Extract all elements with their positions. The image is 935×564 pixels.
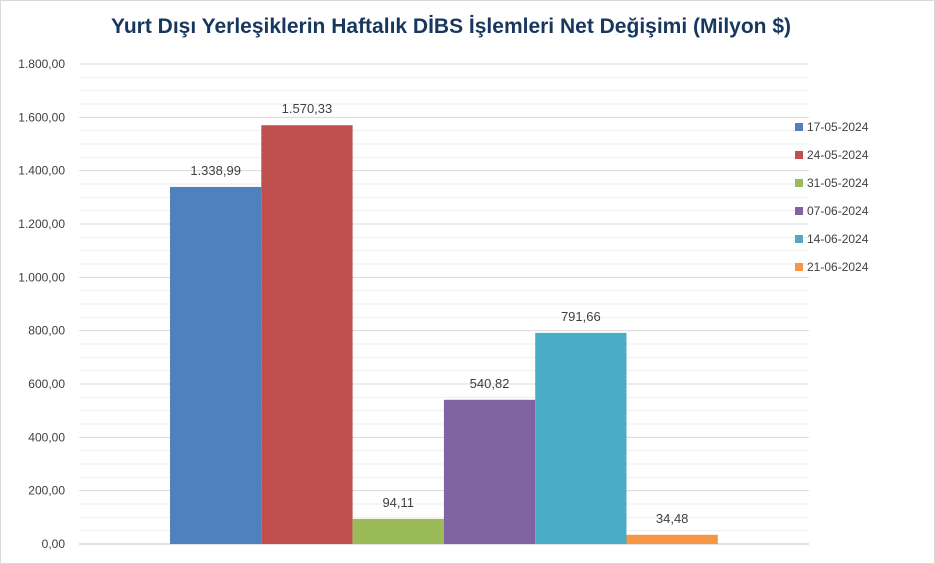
chart-title: Yurt Dışı Yerleşiklerin Haftalık DİBS İş…: [110, 15, 792, 38]
legend: 17-05-2024 24-05-2024 31-05-2024 07-06-2024…: [795, 120, 869, 274]
data-labels: 1.338,99 1.570,33 94,11 540,82 791,66 34,48: [190, 101, 688, 526]
legend-entry: 21-06-2024: [807, 260, 869, 274]
y-tick-label: 1.800,00: [18, 57, 65, 71]
data-label-24-05-2024: 1.570,33: [282, 101, 333, 116]
bar-14-06-2024: [535, 332, 627, 544]
y-tick-label: 0,00: [42, 537, 66, 551]
y-tick-label: 1.200,00: [18, 217, 65, 231]
legend-entry: 24-05-2024: [807, 148, 869, 162]
data-label-17-05-2024: 1.338,99: [190, 163, 241, 178]
bar-31-05-2024: [352, 518, 444, 544]
legend-swatch: [795, 179, 803, 187]
y-tick-label: 1.600,00: [18, 110, 65, 124]
bar-07-06-2024: [443, 399, 536, 544]
y-tick-label: 1.000,00: [18, 270, 65, 284]
legend-entry: 31-05-2024: [807, 176, 869, 190]
y-tick-label: 200,00: [28, 484, 65, 498]
data-label-31-05-2024: 94,11: [382, 495, 414, 510]
bar-17-05-2024: [170, 186, 262, 544]
bar-21-06-2024: [626, 534, 718, 544]
y-tick-label: 800,00: [28, 324, 65, 338]
bars: [170, 125, 718, 544]
legend-swatch: [795, 123, 803, 131]
legend-entry: 17-05-2024: [807, 120, 869, 134]
y-tick-label: 600,00: [28, 377, 65, 391]
legend-swatch: [795, 151, 803, 159]
legend-entry: 14-06-2024: [807, 232, 869, 246]
legend-swatch: [795, 207, 803, 215]
data-label-07-06-2024: 540,82: [470, 376, 510, 391]
legend-swatch: [795, 263, 803, 271]
legend-swatch: [795, 235, 803, 243]
data-label-21-06-2024: 34,48: [656, 511, 689, 526]
bar-24-05-2024: [261, 125, 353, 544]
y-tick-label: 1.400,00: [18, 164, 65, 178]
legend-entry: 07-06-2024: [807, 204, 869, 218]
y-tick-label: 400,00: [28, 430, 65, 444]
data-label-14-06-2024: 791,66: [561, 309, 601, 324]
